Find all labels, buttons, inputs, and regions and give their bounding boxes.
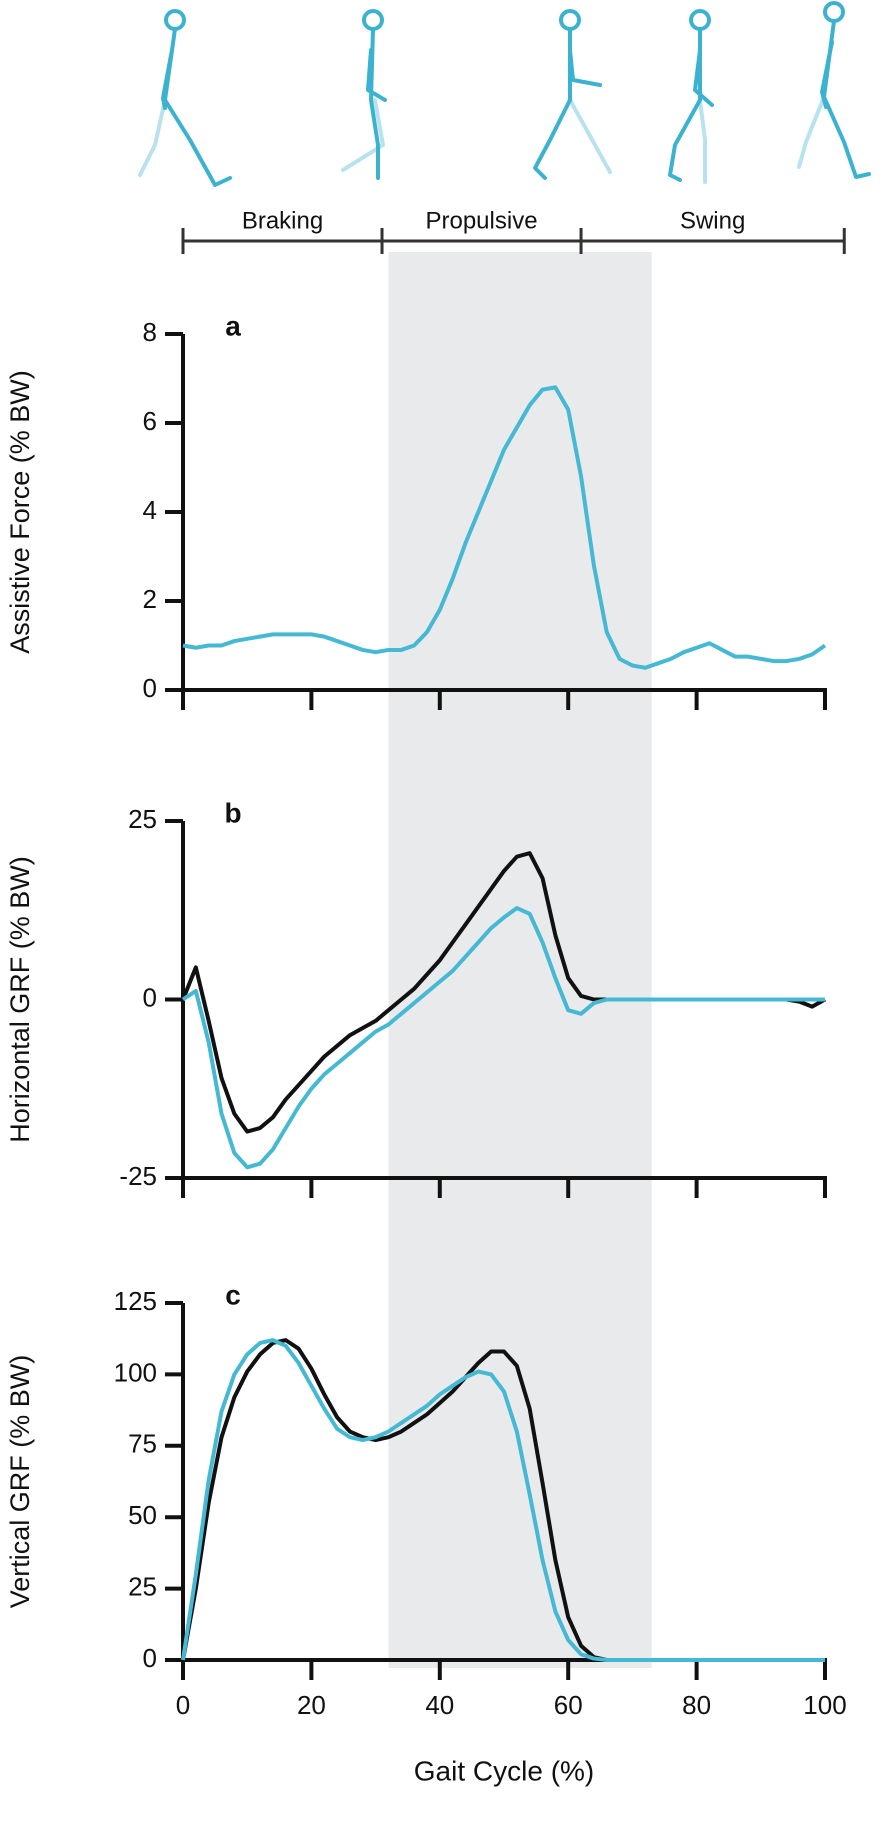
- stick-figure: [138, 9, 232, 187]
- x-tick-label: 40: [425, 1690, 454, 1720]
- stick-figure: [668, 9, 714, 184]
- y-tick-label: 6: [143, 406, 157, 436]
- panel-label: a: [225, 310, 241, 341]
- y-tick-label: 100: [114, 1357, 157, 1387]
- panel-label: b: [224, 797, 241, 828]
- x-tick-label: 100: [803, 1690, 846, 1720]
- y-tick-label: 75: [128, 1429, 157, 1459]
- x-tick-label: 20: [297, 1690, 326, 1720]
- phase-label: Braking: [242, 207, 323, 234]
- stick-figure: [341, 9, 387, 180]
- stick-figure: [533, 9, 612, 180]
- y-tick-label: 0: [143, 1643, 157, 1673]
- y-tick-label: 50: [128, 1500, 157, 1530]
- stick-figure: [797, 1, 871, 179]
- propulsive-shade: [388, 252, 652, 1668]
- y-tick-label: -25: [119, 1161, 157, 1191]
- y-tick-label: 0: [143, 982, 157, 1012]
- y-tick-label: 8: [143, 317, 157, 347]
- phase-label: Propulsive: [425, 207, 537, 234]
- y-tick-label: 25: [128, 1571, 157, 1601]
- y-axis-label: Assistive Force (% BW): [5, 370, 35, 654]
- stick-figures: [138, 1, 871, 187]
- shade-layer: [388, 252, 652, 1668]
- panel-label: c: [225, 1279, 241, 1310]
- x-tick-label: 60: [554, 1690, 583, 1720]
- x-axis-label: Gait Cycle (%): [414, 1755, 594, 1786]
- y-tick-label: 0: [143, 673, 157, 703]
- y-tick-label: 2: [143, 584, 157, 614]
- y-tick-label: 4: [143, 495, 157, 525]
- y-axis-label: Vertical GRF (% BW): [5, 1355, 35, 1609]
- y-axis-label: Horizontal GRF (% BW): [5, 856, 35, 1143]
- y-tick-label: 25: [128, 804, 157, 834]
- data-line: [181, 906, 825, 1170]
- y-tick-label: 125: [114, 1286, 157, 1316]
- phase-label: Swing: [680, 207, 745, 234]
- x-tick-label: 80: [682, 1690, 711, 1720]
- x-tick-label: 0: [176, 1690, 190, 1720]
- data-line: [181, 1338, 825, 1662]
- data-line: [182, 385, 827, 670]
